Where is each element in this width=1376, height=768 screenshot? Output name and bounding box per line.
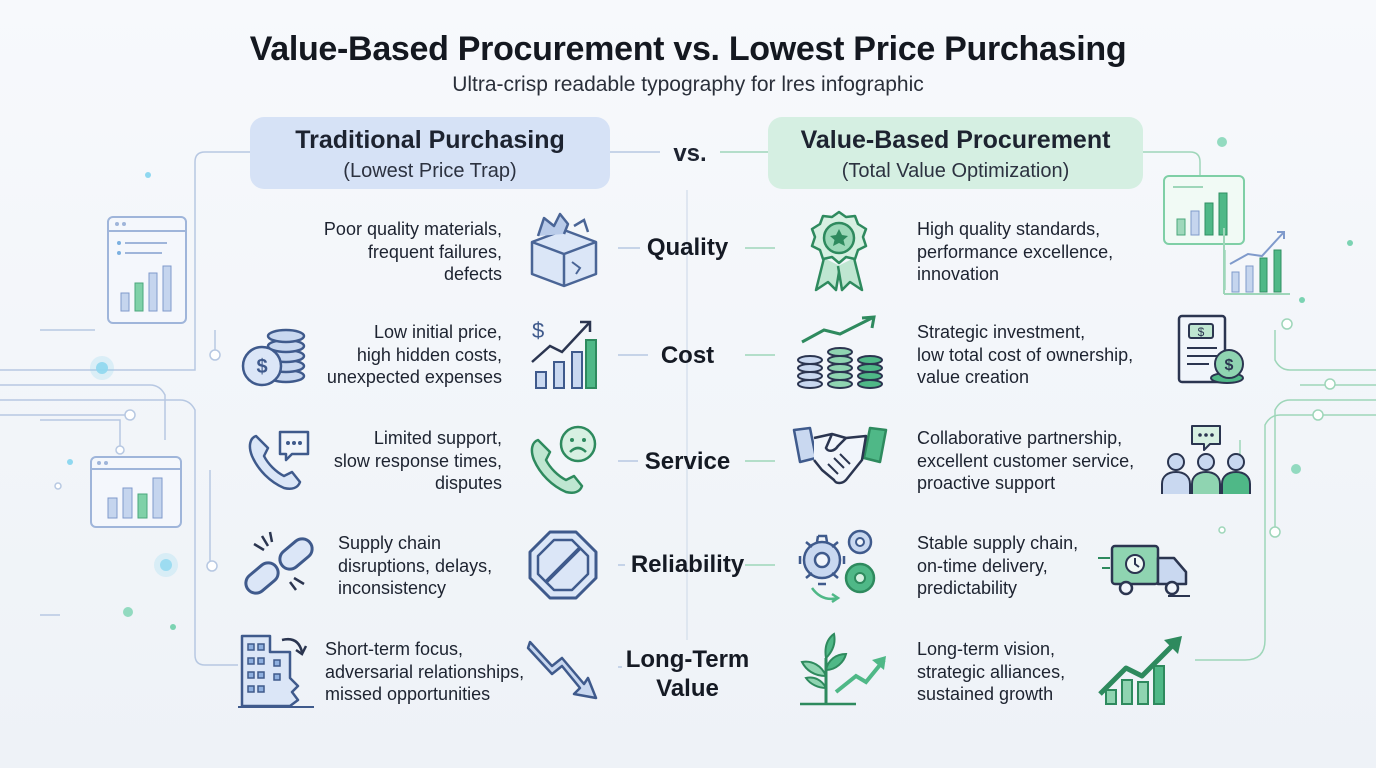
text-line: performance excellence,: [917, 241, 1114, 262]
text-line: adversarial relationships,: [325, 661, 525, 682]
phone-sad-icon: [530, 425, 597, 494]
broken-box-icon: [530, 212, 598, 288]
text-line: Supply chain: [338, 533, 442, 553]
text-line: Long-Term: [625, 646, 750, 673]
text-line: unexpected expenses: [326, 367, 502, 387]
text-line: Limited support,: [373, 428, 502, 448]
text-line: Strategic investment,: [917, 322, 1086, 342]
coin-growth-icon: [797, 315, 883, 389]
text-line: inconsistency: [338, 578, 447, 598]
longterm-left-text: Short-term focus, adversarial relationsh…: [325, 638, 550, 706]
text-line: excellent customer service,: [917, 450, 1135, 471]
text-line: Poor quality materials,: [323, 219, 502, 239]
stop-sign-icon: [528, 530, 598, 600]
text-line: missed opportunities: [325, 684, 491, 704]
text-line: predictability: [917, 578, 1018, 598]
coin-stack-icon: $: [241, 328, 306, 387]
text-line: value creation: [917, 367, 1030, 387]
value-based-header-subtitle: (Total Value Optimization): [841, 160, 1070, 182]
rising-cost-chart-icon: $: [531, 318, 597, 389]
text-line: Stable supply chain,: [917, 533, 1079, 553]
reliability-label: Reliability: [630, 551, 745, 578]
handshake-icon: [792, 426, 888, 485]
svg-text:$: $: [1225, 357, 1234, 374]
bar-chart-window-icon: [1163, 175, 1245, 245]
quality-label: Quality: [646, 234, 729, 261]
award-ribbon-icon: [810, 210, 868, 292]
text-line: High quality standards,: [917, 219, 1101, 239]
text-line: innovation: [917, 264, 1000, 284]
gears-icon: [798, 529, 876, 604]
service-right-text: Collaborative partnership, excellent cus…: [917, 427, 1167, 495]
cost-left-text: Low initial price, high hidden costs, un…: [280, 321, 502, 389]
text-line: on-time delivery,: [917, 555, 1048, 576]
growth-chart-icon: [1098, 636, 1182, 705]
bar-chart-window-icon: [90, 456, 182, 528]
cost-label: Cost: [660, 342, 715, 369]
page-title: Value-Based Procurement vs. Lowest Price…: [249, 30, 1127, 68]
longterm-right-text: Long-term vision, strategic alliances, s…: [917, 638, 1167, 706]
svg-text:$: $: [532, 318, 544, 343]
text-line: Low initial price,: [373, 322, 502, 342]
growing-plant-icon: [800, 632, 886, 706]
page-subtitle: Ultra-crisp readable typography for lres…: [452, 73, 924, 96]
value-based-header-title: Value-Based Procurement: [800, 126, 1111, 154]
delivery-truck-icon: [1098, 544, 1190, 597]
team-chat-icon: [1161, 425, 1251, 494]
text-line: slow response times,: [333, 450, 502, 471]
traditional-header-subtitle: (Lowest Price Trap): [343, 160, 517, 182]
svg-text:$: $: [1198, 325, 1205, 339]
broken-chain-icon: [244, 531, 314, 595]
rising-chart-icon: [1223, 228, 1290, 295]
reliability-left-text: Supply chain disruptions, delays, incons…: [338, 532, 548, 600]
text-line: high hidden costs,: [356, 344, 502, 365]
text-line: Value: [656, 675, 719, 702]
text-line: sustained growth: [917, 684, 1054, 704]
text-line: defects: [443, 264, 502, 284]
longterm-label: Long-Term Value: [610, 645, 765, 703]
quality-right-text: High quality standards, performance exce…: [917, 218, 1167, 286]
text-line: proactive support: [917, 473, 1056, 493]
text-line: Short-term focus,: [325, 639, 464, 659]
vs-label: vs.: [673, 140, 707, 167]
text-line: low total cost of ownership,: [917, 344, 1134, 365]
text-line: Collaborative partnership,: [917, 428, 1123, 448]
text-line: frequent failures,: [367, 241, 502, 262]
service-left-text: Limited support, slow response times, di…: [280, 427, 502, 495]
invoice-coins-icon: $ $: [1177, 314, 1244, 384]
crumbling-building-icon: [238, 634, 314, 708]
service-label: Service: [644, 448, 731, 475]
reliability-right-text: Stable supply chain, on-time delivery, p…: [917, 532, 1167, 600]
traditional-header-title: Traditional Purchasing: [295, 126, 565, 154]
phone-chat-icon: [248, 430, 310, 490]
text-line: strategic alliances,: [917, 661, 1066, 682]
dashboard-window-icon: [107, 216, 187, 324]
text-line: Long-term vision,: [917, 639, 1056, 659]
quality-left-text: Poor quality materials, frequent failure…: [280, 218, 502, 286]
traditional-purchasing-header: Traditional Purchasing (Lowest Price Tra…: [250, 117, 610, 189]
down-arrow-icon: [526, 640, 598, 700]
value-based-header: Value-Based Procurement (Total Value Opt…: [768, 117, 1143, 189]
cost-right-text: Strategic investment, low total cost of …: [917, 321, 1167, 389]
text-line: disputes: [434, 473, 502, 493]
svg-text:$: $: [256, 356, 267, 378]
text-line: disruptions, delays,: [338, 555, 493, 576]
